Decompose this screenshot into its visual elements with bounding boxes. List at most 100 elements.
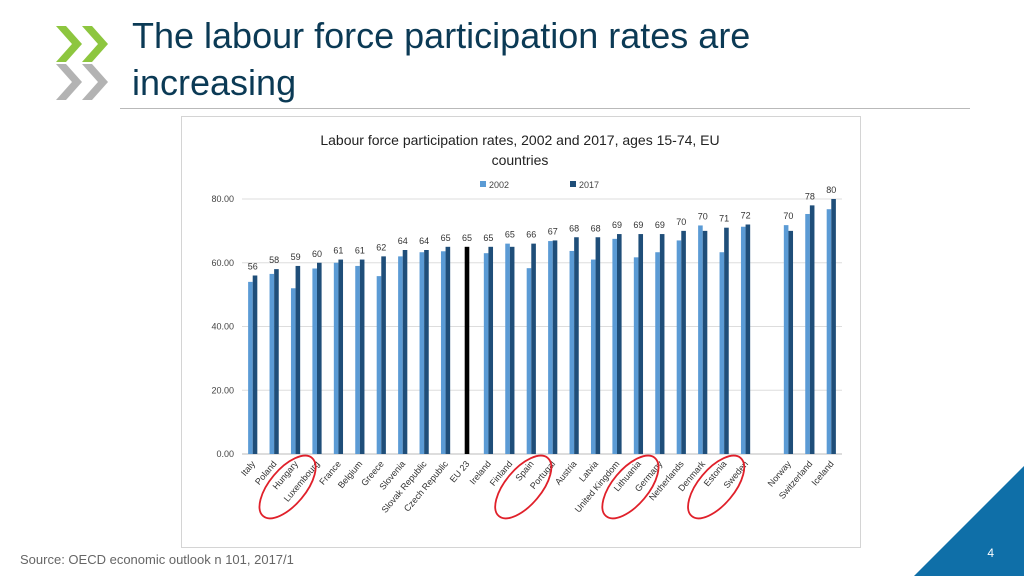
data-label: 64 [419,236,429,246]
data-label: 64 [398,236,408,246]
bar-2017-18 [638,234,644,454]
bar-2002-16 [590,259,596,454]
highlight-circle-1 [494,454,553,520]
bar-2002-20 [676,240,682,454]
source-note: Source: OECD economic outlook n 101, 201… [20,552,294,567]
bar-2017-20 [681,230,686,454]
bar-2017-16 [595,237,601,454]
legend-swatch-2002 [480,181,486,187]
data-label: 70 [676,217,686,227]
data-label: 68 [591,223,601,233]
y-tick-label: 0.00 [216,449,234,459]
y-axis-ticks: 0.00 20.00 40.00 60.00 80.00 [211,194,234,459]
bar-2017-17 [617,234,622,454]
data-label: 66 [526,230,536,240]
bar-2002-27 [826,209,832,454]
title-divider [120,108,970,109]
bar-2002-6 [376,276,382,454]
bar-2017-25 [788,230,794,454]
bar-2002-5 [355,265,360,454]
data-labels: 56 58 59 60 61 61 62 64 64 65 65 65 65 66 67 68 68 69 69 69… [248,185,837,272]
bar-2017-26 [809,205,815,454]
logo-chevron-left-green [56,26,82,62]
corner-triangle [914,466,1024,576]
bar-2017-23 [745,224,751,454]
data-label: 69 [612,220,622,230]
bar-2017-10 [464,246,470,454]
oecd-logo [56,26,108,100]
bar-2017-14 [552,240,558,454]
legend-swatch-2017 [570,181,576,187]
bar-2017-3 [317,262,322,454]
data-label: 65 [505,230,515,240]
bar-2017-12 [509,246,515,454]
bar-chart: Labour force participation rates, 2002 a… [211,132,842,520]
data-label: 78 [805,191,815,201]
bar-2002-21 [698,225,703,454]
y-tick-label: 80.00 [211,194,234,204]
bar-2017-11 [488,246,494,454]
bar-2002-22 [719,252,725,454]
bar-2002-15 [569,250,575,454]
y-tick-label: 20.00 [211,385,234,395]
bar-2002-1 [269,273,275,454]
data-label: 69 [655,220,665,230]
slide-title-line2: increasing [132,62,297,103]
bar-2002-19 [655,252,660,454]
legend-label-2017: 2017 [579,180,599,190]
bar-2017-22 [724,227,729,454]
highlight-circle-2 [601,454,660,520]
logo-chevron-left-grey [56,64,82,100]
x-axis-labels: ItalyPolandHungaryLuxembourgFranceBelgiu… [239,458,836,514]
bar-2002-0 [248,281,253,454]
bars [248,199,836,454]
chart-title-line1: Labour force participation rates, 2002 a… [320,132,719,148]
bar-2002-7 [398,256,403,454]
chart-title-line2: countries [492,152,549,168]
bar-2002-11 [483,253,489,454]
bar-2017-27 [831,199,836,454]
data-label: 65 [441,233,451,243]
data-label: 58 [269,255,279,265]
bar-2017-4 [338,259,344,454]
bar-2017-19 [659,234,665,454]
bar-2017-6 [381,256,386,454]
bar-2017-8 [424,250,429,454]
logo-chevron-right-grey [82,64,108,100]
y-tick-label: 40.00 [211,322,234,332]
bar-2017-1 [274,269,279,454]
highlight-circle-3 [687,454,746,520]
data-label: 65 [483,233,493,243]
bar-2002-14 [548,241,553,454]
slide-title: The labour force participation rates are… [132,12,952,106]
y-tick-label: 60.00 [211,258,234,268]
bar-2002-3 [312,268,317,454]
logo-chevron-right-green [82,26,108,62]
bar-2017-5 [359,259,365,454]
bar-2017-7 [402,250,408,454]
data-label: 69 [633,220,643,230]
bar-2002-17 [612,238,617,454]
highlight-circle-0 [258,454,317,520]
page-number: 4 [987,546,994,560]
bar-2002-26 [805,213,810,454]
bar-2017-15 [574,237,579,454]
x-tick-label: Iceland [809,459,835,488]
bar-2002-13 [526,268,532,454]
legend: 2002 2017 [480,180,599,190]
bar-2002-8 [419,252,425,454]
slide-title-line1: The labour force participation rates are [132,15,751,56]
data-label: 70 [783,211,793,221]
data-label: 59 [291,252,301,262]
bar-2017-0 [252,275,258,454]
data-label: 72 [741,211,751,221]
legend-label-2002: 2002 [489,180,509,190]
bar-2002-23 [740,226,746,454]
bar-2002-25 [783,225,789,454]
bar-2002-2 [290,288,296,454]
highlight-circles [258,454,746,520]
data-label: 80 [826,185,836,195]
bar-2002-12 [505,243,510,454]
data-label: 61 [355,246,365,256]
data-label: 68 [569,223,579,233]
